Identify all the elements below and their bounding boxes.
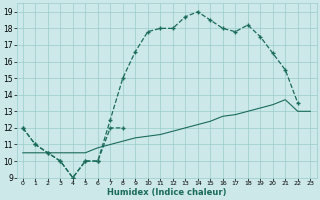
X-axis label: Humidex (Indice chaleur): Humidex (Indice chaleur): [107, 188, 226, 197]
